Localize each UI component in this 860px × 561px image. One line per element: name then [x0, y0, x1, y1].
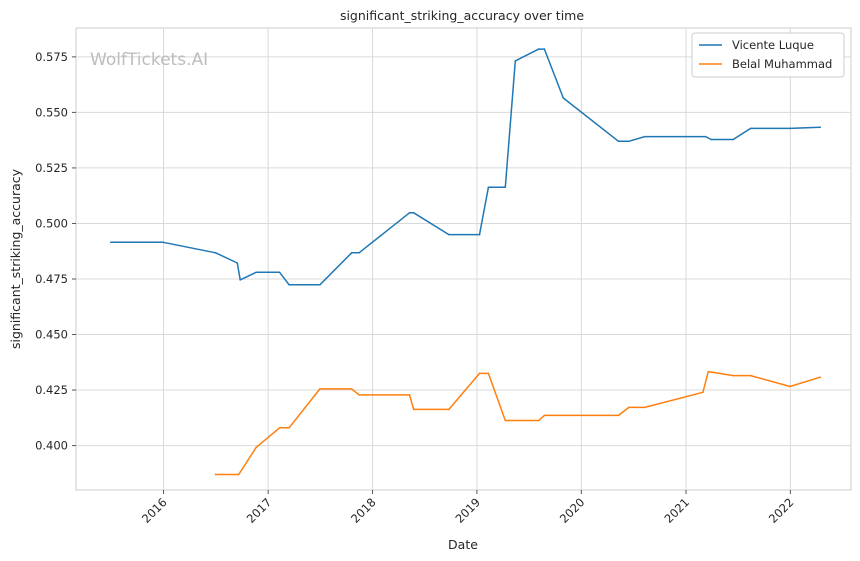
legend-box — [691, 32, 845, 78]
data-point-belal-muhammad — [644, 406, 646, 409]
x-axis-label: Date — [448, 537, 478, 552]
data-point-vicente-luque — [487, 186, 490, 189]
data-point-belal-muhammad — [819, 376, 821, 378]
data-point-belal-muhammad — [617, 414, 620, 417]
data-point-belal-muhammad — [749, 374, 752, 377]
data-point-vicente-luque — [514, 60, 517, 62]
data-point-vicente-luque — [478, 233, 481, 236]
data-point-vicente-luque — [537, 48, 540, 50]
data-point-vicente-luque — [789, 127, 791, 130]
data-point-vicente-luque — [644, 135, 646, 138]
y-tick-label: 0.475 — [35, 272, 68, 286]
data-point-belal-muhammad — [537, 419, 540, 422]
data-point-vicente-luque — [749, 127, 752, 130]
data-point-vicente-luque — [319, 283, 321, 286]
data-point-vicente-luque — [408, 212, 411, 214]
data-point-vicente-luque — [236, 262, 239, 264]
data-point-belal-muhammad — [707, 370, 710, 373]
chart-title: significant_striking_accuracy over time — [340, 8, 584, 23]
plot-area — [75, 27, 852, 491]
data-point-vicente-luque — [710, 138, 712, 141]
data-point-belal-muhammad — [627, 406, 630, 409]
series-line-vicente-luque — [110, 48, 821, 286]
data-point-vicente-luque — [214, 251, 217, 254]
data-point-belal-muhammad — [237, 473, 240, 476]
data-point-belal-muhammad — [543, 414, 546, 417]
data-point-vicente-luque — [358, 251, 360, 254]
data-point-vicente-luque — [278, 271, 281, 274]
data-point-belal-muhammad — [358, 394, 360, 396]
data-point-belal-muhammad — [789, 385, 791, 388]
y-tick-label: 0.400 — [35, 439, 68, 453]
data-point-vicente-luque — [732, 138, 734, 141]
y-tick-label: 0.450 — [35, 328, 68, 342]
data-point-vicente-luque — [412, 212, 415, 214]
y-tick-label: 0.525 — [35, 161, 68, 175]
y-tick-label: 0.425 — [35, 383, 68, 397]
data-point-vicente-luque — [350, 251, 353, 254]
data-point-belal-muhammad — [702, 391, 704, 394]
data-point-vicente-luque — [543, 48, 546, 50]
data-point-belal-muhammad — [255, 446, 257, 449]
data-point-belal-muhammad — [278, 427, 281, 429]
data-point-belal-muhammad — [319, 388, 321, 390]
data-point-belal-muhammad — [412, 408, 415, 411]
data-point-belal-muhammad — [350, 388, 353, 390]
data-point-vicente-luque — [162, 241, 165, 244]
y-tick-label: 0.575 — [35, 50, 68, 64]
data-point-belal-muhammad — [288, 427, 290, 429]
data-point-vicente-luque — [239, 279, 241, 281]
legend: Vicente Luque Belal Muhammad — [691, 32, 845, 78]
data-point-belal-muhammad — [448, 408, 450, 411]
data-point-belal-muhammad — [732, 374, 734, 377]
watermark-text: WolfTickets.AI — [90, 50, 208, 70]
data-point-vicente-luque — [704, 135, 707, 138]
data-point-belal-muhammad — [214, 473, 217, 476]
legend-label-belal-muhammad: Belal Muhammad — [732, 57, 832, 71]
data-point-vicente-luque — [819, 126, 821, 129]
grid-lines — [76, 28, 851, 490]
data-point-belal-muhammad — [478, 372, 481, 375]
data-point-vicente-luque — [110, 241, 112, 244]
data-point-vicente-luque — [448, 233, 450, 236]
y-axis-label: significant_striking_accuracy — [8, 168, 23, 349]
data-point-vicente-luque — [562, 97, 565, 99]
data-point-vicente-luque — [255, 271, 257, 274]
data-point-belal-muhammad — [408, 394, 411, 396]
legend-label-vicente-luque: Vicente Luque — [732, 38, 814, 52]
series-lines — [110, 48, 821, 476]
data-point-vicente-luque — [504, 186, 507, 189]
y-tick-label: 0.550 — [35, 105, 68, 119]
data-point-belal-muhammad — [504, 419, 507, 422]
y-tick-label: 0.500 — [35, 216, 68, 230]
data-point-vicente-luque — [627, 140, 630, 143]
data-point-vicente-luque — [288, 283, 290, 286]
data-point-vicente-luque — [617, 140, 620, 143]
data-point-belal-muhammad — [487, 372, 490, 375]
